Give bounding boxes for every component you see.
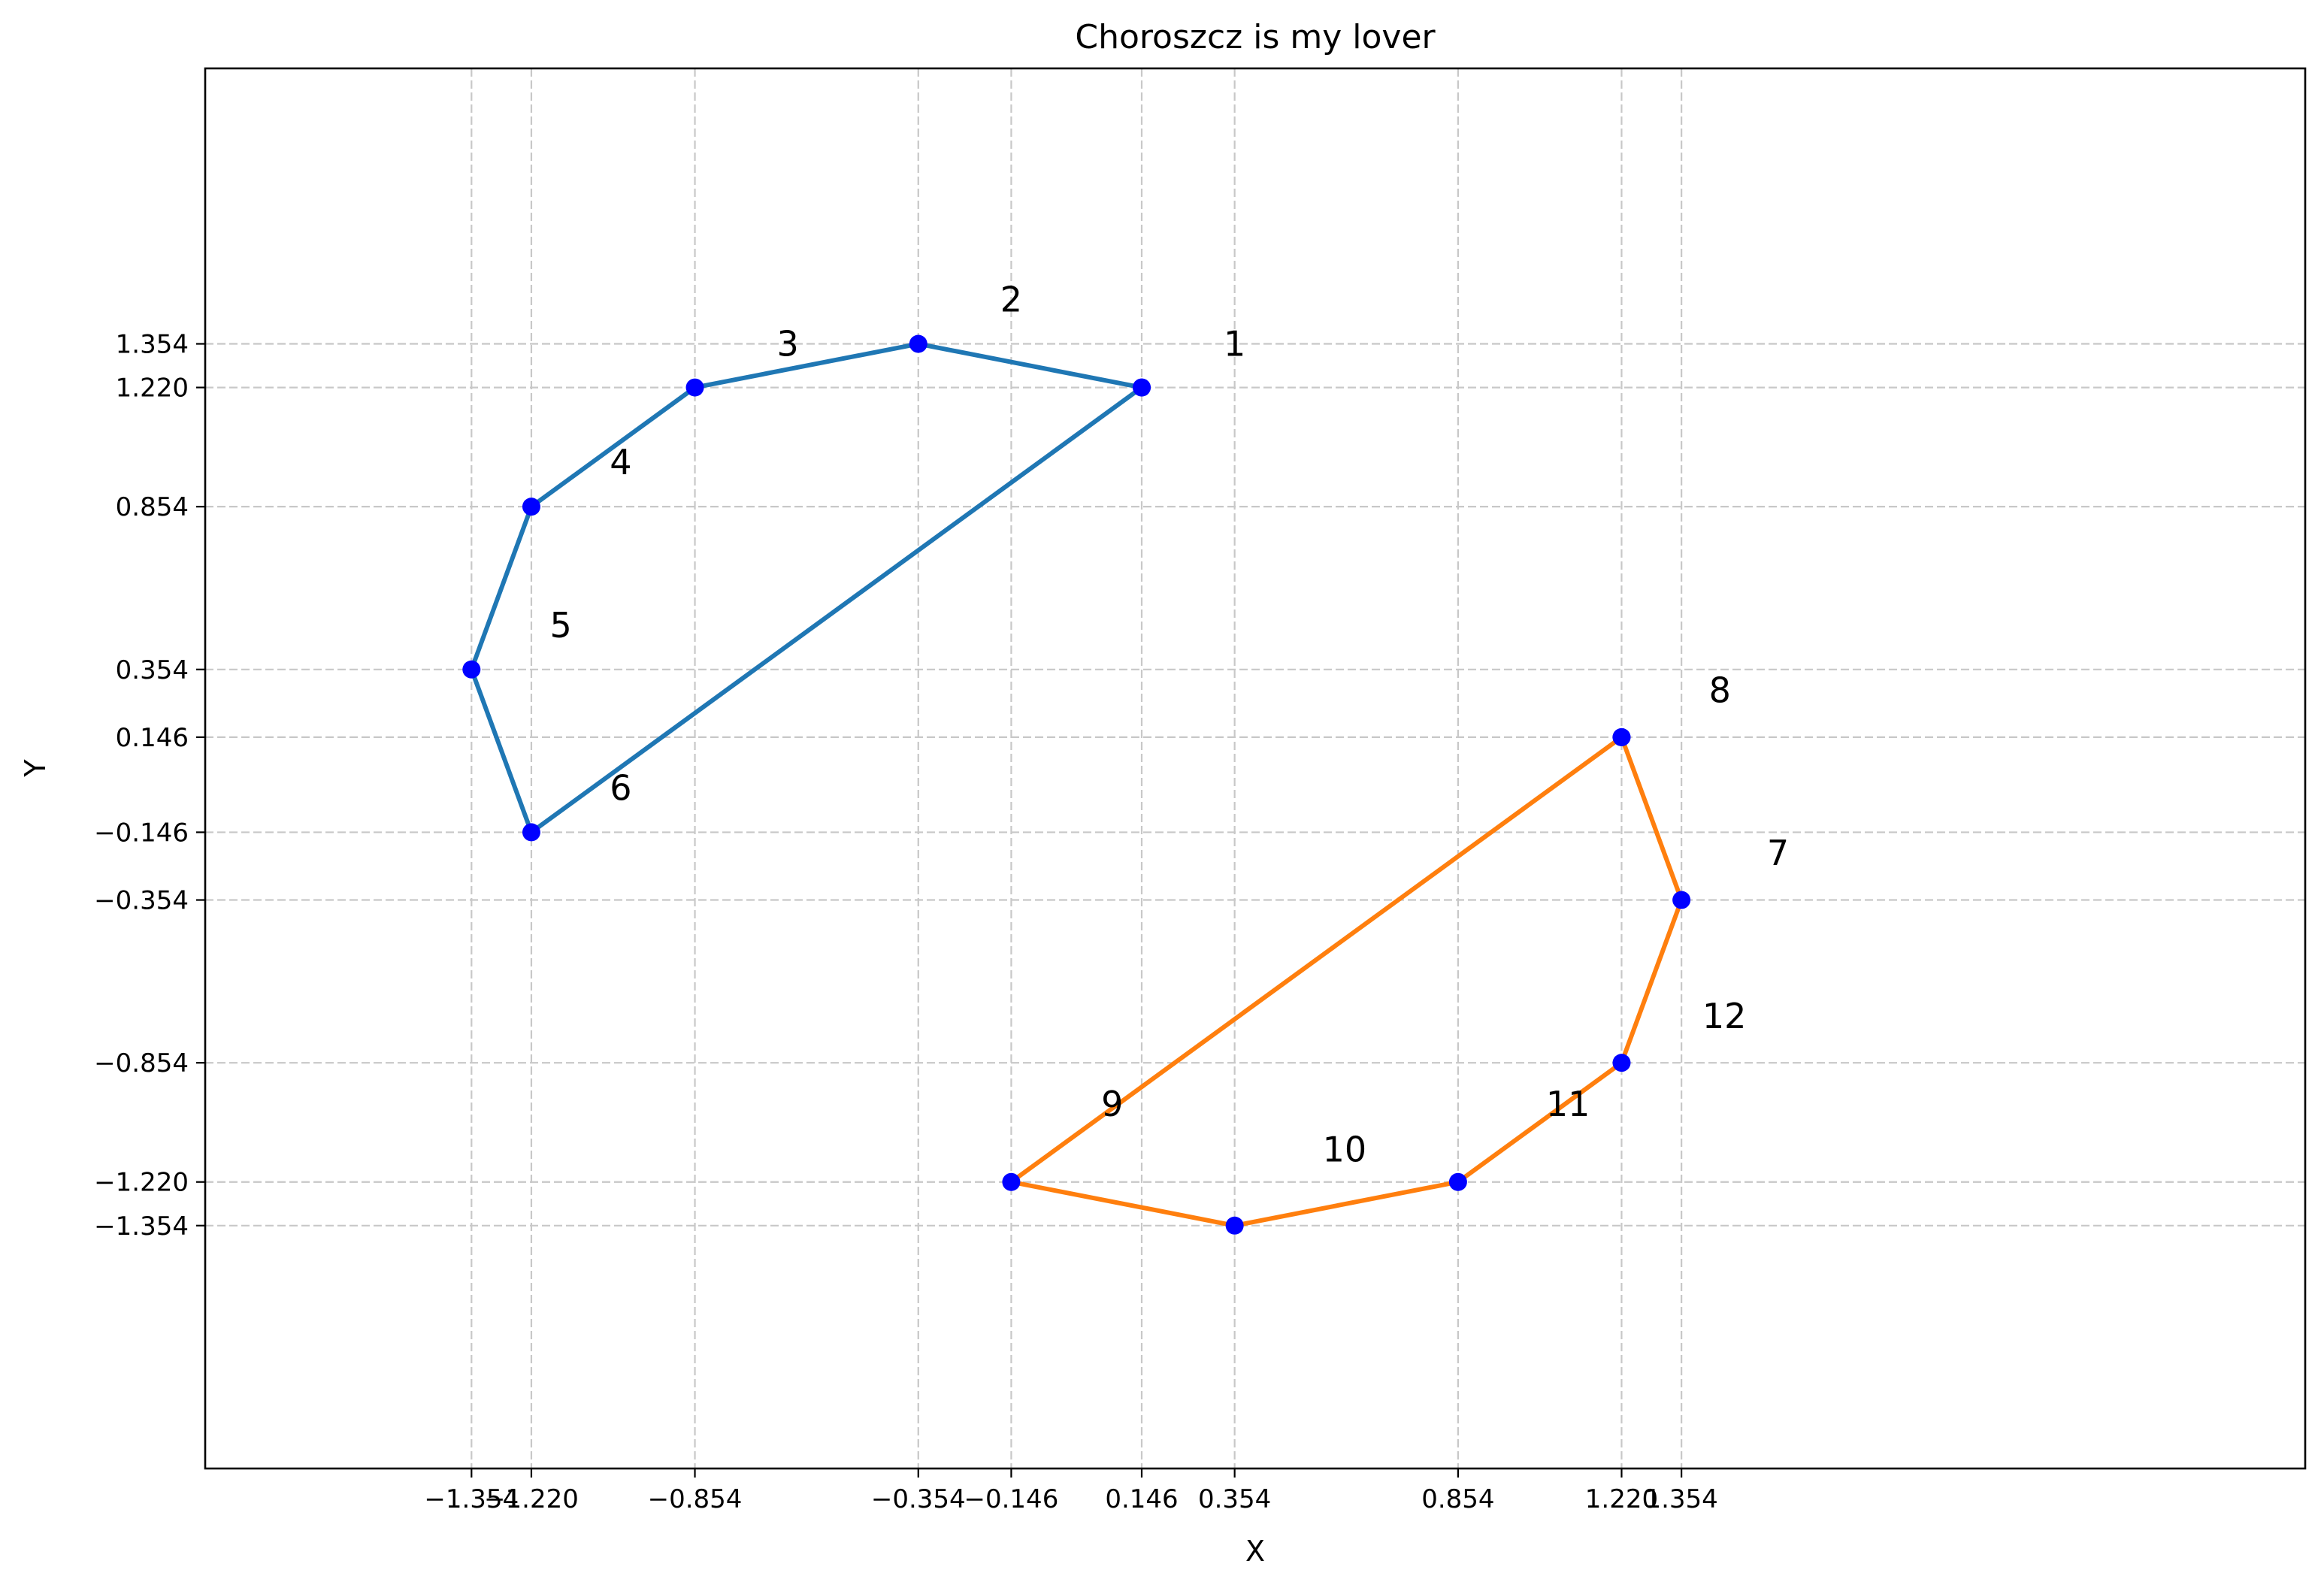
plot-frame <box>204 67 2307 1470</box>
series-1-point <box>522 823 540 842</box>
x-tick-label: −0.146 <box>964 1484 1059 1514</box>
segment-label: 6 <box>610 767 631 808</box>
x-tick-label: 0.354 <box>1198 1484 1271 1514</box>
segment-label: 10 <box>1323 1129 1367 1169</box>
series-2-point <box>1225 1216 1244 1235</box>
series-1-point <box>909 334 927 353</box>
segment-label: 5 <box>550 605 572 646</box>
x-tick-label: 1.220 <box>1585 1484 1658 1514</box>
x-tick-label: −0.354 <box>871 1484 966 1514</box>
series-1-point <box>1133 378 1151 397</box>
x-tick-label: 1.354 <box>1645 1484 1717 1514</box>
y-tick-label: −0.854 <box>94 1048 189 1078</box>
tick-layer: −1.354−1.220 −0.854 −0.354−0.146 0.146 0.354… <box>94 330 1718 1514</box>
segment-label: 4 <box>610 442 631 482</box>
series-2-point <box>1612 727 1631 746</box>
series-1-point <box>685 378 704 397</box>
x-axis-label: X <box>1245 1535 1265 1568</box>
segment-label: 11 <box>1546 1084 1590 1124</box>
segment-label: 9 <box>1101 1084 1123 1124</box>
series-2-point <box>1612 1054 1631 1072</box>
segment-label: 3 <box>777 324 799 364</box>
chart-title: Choroszcz is my lover <box>1075 18 1436 56</box>
y-tick-label: −1.354 <box>94 1211 189 1242</box>
x-tick-label: −1.220 <box>484 1484 579 1514</box>
y-tick-label: 0.354 <box>116 655 189 685</box>
segment-label: 2 <box>1000 280 1022 320</box>
y-tick-label: 1.220 <box>116 374 189 404</box>
series-1-point <box>522 498 540 516</box>
y-axis-label: Y <box>19 759 52 778</box>
marker-layer <box>462 334 1691 1235</box>
segment-label: 7 <box>1767 833 1789 873</box>
segment-label: 8 <box>1709 670 1731 711</box>
series-2-point <box>1672 891 1691 909</box>
y-tick-label: −0.354 <box>94 886 189 916</box>
y-tick-label: 1.354 <box>116 330 189 360</box>
grid <box>205 68 2305 1469</box>
series-1-point <box>462 660 481 679</box>
x-tick-label: −0.854 <box>648 1484 743 1514</box>
x-tick-label: 0.146 <box>1105 1484 1178 1514</box>
series-2-point <box>1002 1172 1021 1191</box>
segment-label: 12 <box>1702 996 1747 1036</box>
x-tick-label: 0.854 <box>1421 1484 1494 1514</box>
series-2-point <box>1448 1172 1467 1191</box>
y-tick-label: −0.146 <box>94 818 189 848</box>
y-tick-label: −1.220 <box>94 1168 189 1198</box>
x-tick-label: −1.354 <box>424 1484 519 1514</box>
y-tick-label: 0.146 <box>116 723 189 753</box>
y-tick-label: 0.854 <box>116 492 189 522</box>
segment-label: 1 <box>1224 324 1245 364</box>
